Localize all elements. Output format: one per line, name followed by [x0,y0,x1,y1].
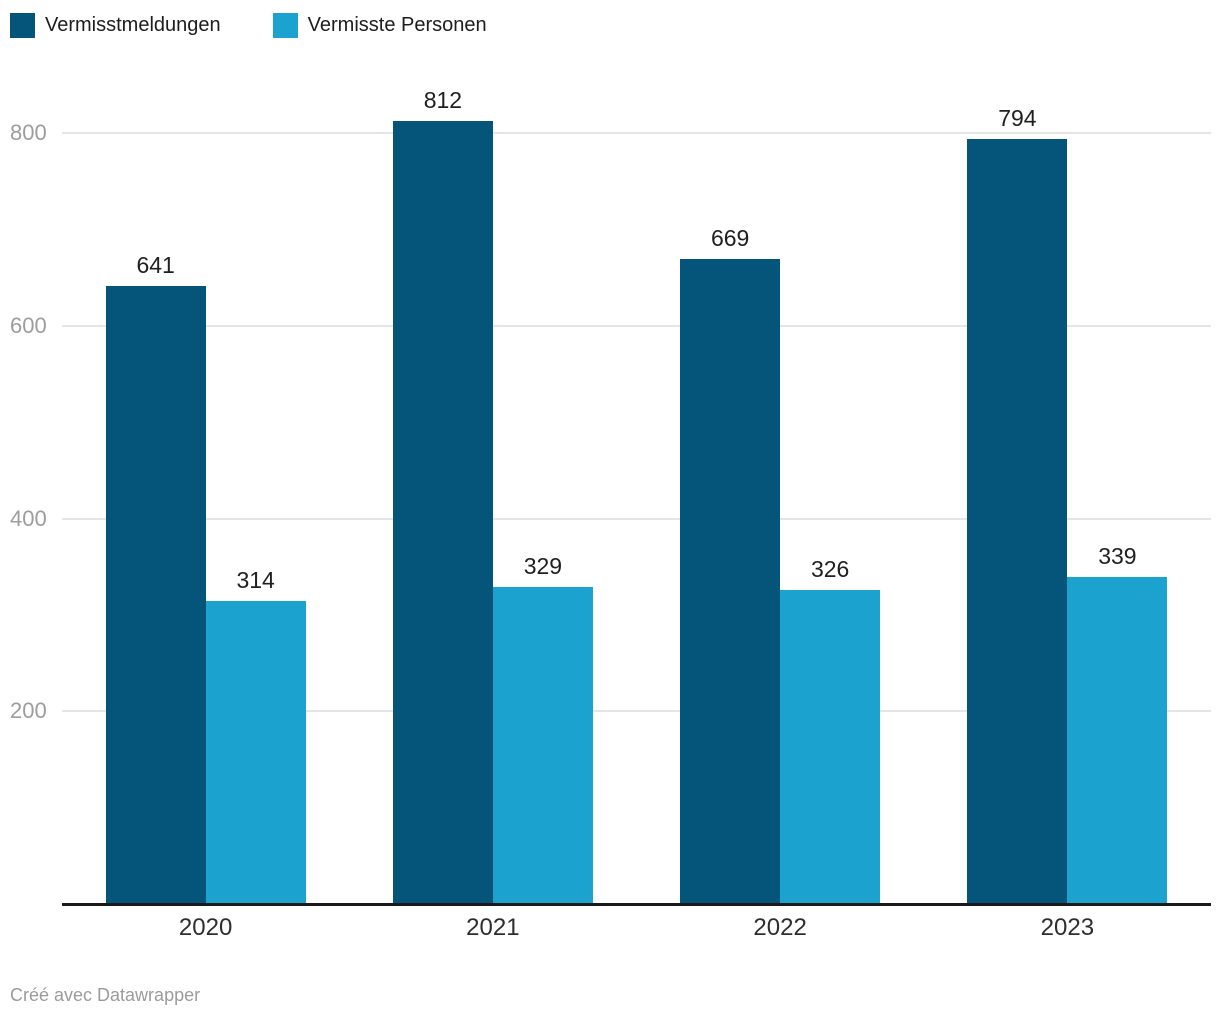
legend-swatch-icon [272,13,298,38]
legend-label: Vermisstmeldungen [45,14,221,36]
value-label: 326 [810,555,850,582]
value-label: 339 [1098,543,1137,570]
bar-vermisste-personen-2023 [1067,577,1168,904]
value-label: 641 [136,252,175,279]
bar-vermisste-personen-2022 [780,589,881,904]
datawrapper-credit-link[interactable]: Créé avec Datawrapper [10,985,201,1005]
gridline [62,517,1211,520]
y-axis-tick-label: 200 [10,698,47,724]
legend: Vermisstmeldungen Vermisste Personen [10,13,487,38]
x-axis-tick-label: 2023 [1040,914,1095,941]
y-axis-tick-label: 800 [10,120,47,145]
bar-vermisstmeldungen-2020 [105,286,206,904]
value-label: 794 [998,104,1037,131]
x-axis-tick-label: 2022 [753,914,807,941]
legend-item-vermisste-personen: Vermisste Personen [272,13,487,38]
gridline [62,710,1211,713]
legend-label: Vermisste Personen [307,14,487,36]
legend-swatch-icon [10,13,35,38]
x-axis-tick-label: 2020 [178,914,233,941]
value-label: 812 [423,87,463,114]
bar-vermisstmeldungen-2022 [680,259,781,904]
bar-vermisste-personen-2021 [492,586,593,904]
x-axis-tick-label: 2021 [466,914,520,941]
bar-vermisstmeldungen-2021 [392,121,493,904]
legend-item-vermisstmeldungen: Vermisstmeldungen [10,13,221,38]
y-axis-tick-label: 600 [10,312,47,338]
y-axis-tick-label: 400 [10,505,47,531]
bar-vermisstmeldungen-2023 [967,138,1068,904]
value-label: 329 [523,552,563,579]
gridline [62,132,1211,134]
x-axis-line [62,903,1211,906]
value-label: 314 [236,567,275,594]
value-label: 669 [710,225,750,252]
bar-vermisste-personen-2020 [205,601,306,904]
gridline [62,324,1211,327]
